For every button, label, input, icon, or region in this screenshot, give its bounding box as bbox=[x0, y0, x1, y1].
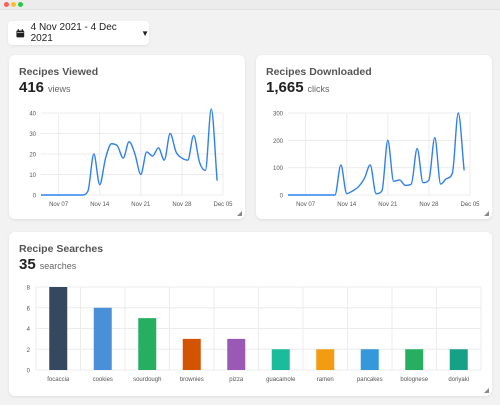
y-tick-label: 0 bbox=[27, 369, 31, 375]
series-line bbox=[41, 108, 218, 196]
minimize-window-button[interactable] bbox=[11, 2, 16, 7]
metric-unit: clicks bbox=[307, 84, 330, 94]
series-line bbox=[288, 112, 465, 196]
bar-focaccia bbox=[49, 287, 68, 370]
bar-pancakes bbox=[360, 349, 379, 370]
card-title: Recipe Searches bbox=[19, 243, 104, 255]
recipe-searches-bar-chart: 0 2 4 6 8 focaccia cookies sourdough brownies piz… bbox=[27, 286, 482, 383]
window-title-bar bbox=[0, 0, 500, 10]
x-tick-label: Nov 28 bbox=[172, 202, 192, 208]
y-tick-label: 300 bbox=[273, 112, 284, 118]
y-tick-label: 100 bbox=[273, 166, 284, 172]
caret-down-icon: ▼ bbox=[141, 28, 149, 38]
y-tick-label: 0 bbox=[280, 194, 284, 200]
x-tick-label: focaccia bbox=[47, 377, 70, 383]
metric: 35 searches bbox=[19, 256, 76, 273]
resize-handle-icon[interactable] bbox=[484, 388, 489, 393]
resize-handle-icon[interactable] bbox=[484, 211, 489, 216]
x-tick-label: bolognese bbox=[400, 377, 428, 383]
recipes-viewed-line-chart: 0 10 20 30 40 Nov 07 Nov 14 Nov 21 Nov 28 Dec 05 bbox=[29, 108, 233, 208]
y-tick-label: 6 bbox=[27, 306, 31, 312]
x-tick-label: cookies bbox=[93, 377, 113, 383]
recipes-downloaded-card: Recipes Downloaded 1,665 clicks 0 100 200 3… bbox=[256, 55, 492, 219]
recipe-searches-card: Recipe Searches 35 searches 0 2 4 6 8 focacci… bbox=[9, 232, 492, 396]
metric-unit: views bbox=[48, 84, 71, 94]
x-tick-label: Nov 14 bbox=[337, 202, 357, 208]
metric-unit: searches bbox=[39, 261, 77, 271]
calendar-icon bbox=[16, 28, 25, 37]
resize-handle-icon[interactable] bbox=[237, 211, 242, 216]
card-title: Recipes Downloaded bbox=[266, 66, 372, 78]
y-tick-label: 2 bbox=[27, 348, 31, 354]
bar-bolognese bbox=[405, 349, 424, 370]
date-range-label: 4 Nov 2021 - 4 Dec 2021 bbox=[30, 22, 117, 44]
bar-doriyaki bbox=[449, 349, 468, 370]
bar-sourdough bbox=[138, 318, 157, 370]
close-window-button[interactable] bbox=[4, 2, 9, 7]
y-tick-label: 0 bbox=[33, 194, 37, 200]
metric-value: 35 bbox=[19, 256, 36, 273]
date-range-picker-button[interactable]: 4 Nov 2021 - 4 Dec 2021 ▼ bbox=[8, 21, 149, 45]
x-tick-label: Dec 05 bbox=[213, 202, 233, 208]
y-tick-label: 10 bbox=[29, 173, 36, 179]
x-tick-label: Nov 14 bbox=[90, 202, 110, 208]
y-tick-label: 4 bbox=[27, 327, 31, 333]
bar-pizza bbox=[227, 338, 246, 370]
x-tick-label: pancakes bbox=[357, 377, 383, 383]
bar-brownies bbox=[182, 338, 201, 370]
card-title: Recipes Viewed bbox=[19, 66, 99, 78]
x-tick-label: Nov 07 bbox=[296, 202, 316, 208]
y-tick-label: 8 bbox=[27, 286, 31, 292]
x-tick-label: doriyaki bbox=[448, 377, 469, 383]
x-tick-label: Nov 28 bbox=[419, 202, 439, 208]
recipes-downloaded-line-chart: 0 100 200 300 Nov 07 Nov 14 Nov 21 Nov 28 Dec 05 bbox=[273, 112, 480, 209]
metric: 416 views bbox=[19, 79, 71, 96]
recipes-viewed-card: Recipes Viewed 416 views 0 10 20 30 40 Nov 07… bbox=[9, 55, 245, 219]
bar-guacamole bbox=[271, 349, 290, 370]
x-tick-label: Nov 07 bbox=[49, 202, 69, 208]
metric-value: 416 bbox=[19, 79, 45, 96]
y-tick-label: 40 bbox=[29, 112, 36, 118]
x-tick-label: pizza bbox=[229, 377, 244, 383]
y-tick-label: 30 bbox=[29, 132, 36, 138]
metric-value: 1,665 bbox=[266, 79, 304, 96]
maximize-window-button[interactable] bbox=[18, 2, 23, 7]
x-tick-label: ramen bbox=[317, 377, 334, 383]
bar-ramen bbox=[316, 349, 335, 370]
x-tick-label: sourdough bbox=[133, 377, 161, 383]
metric: 1,665 clicks bbox=[266, 79, 330, 96]
x-tick-label: Dec 05 bbox=[460, 202, 480, 208]
x-tick-label: Nov 21 bbox=[378, 202, 398, 208]
y-tick-label: 20 bbox=[29, 153, 36, 159]
x-tick-label: guacamole bbox=[266, 377, 296, 383]
y-tick-label: 200 bbox=[273, 139, 284, 145]
bar-cookies bbox=[93, 307, 112, 370]
x-tick-label: brownies bbox=[180, 377, 204, 383]
x-tick-label: Nov 21 bbox=[131, 202, 151, 208]
